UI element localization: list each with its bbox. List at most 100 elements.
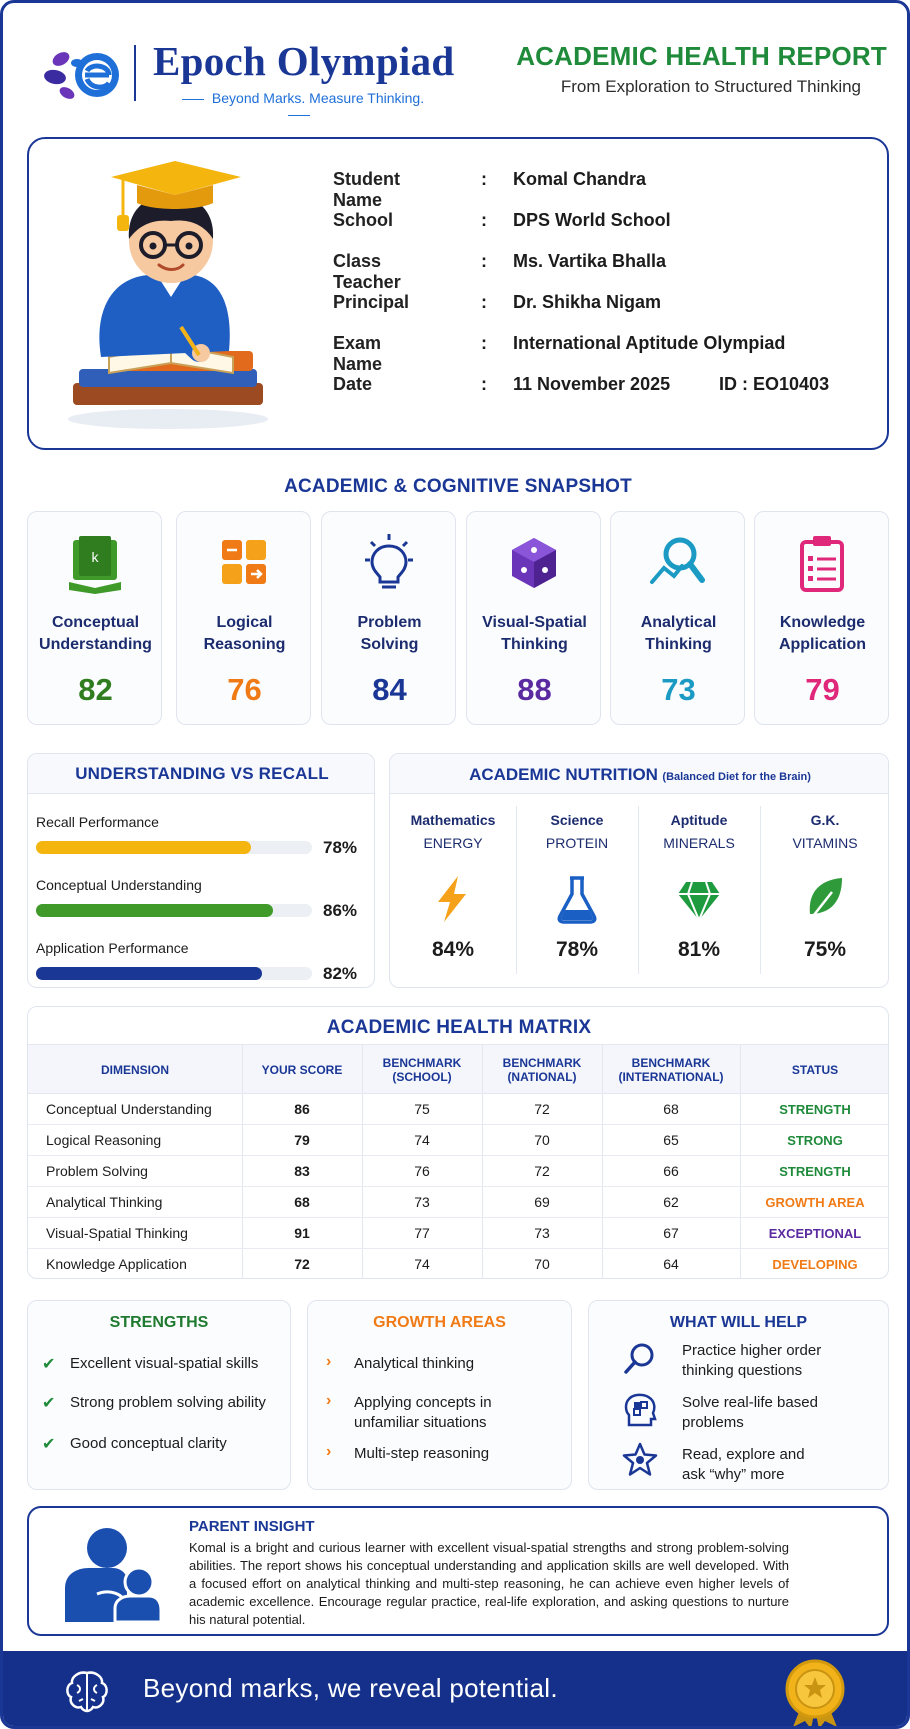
matrix-header-international: BENCHMARK (INTERNATIONAL) bbox=[602, 1045, 740, 1095]
strength-item: Strong problem solving ability bbox=[70, 1394, 266, 1411]
matrix-score-cell: 91 bbox=[294, 1225, 310, 1241]
nutrition-science-nutrient: PROTEIN bbox=[545, 835, 609, 851]
matrix-national-cell: 70 bbox=[534, 1256, 550, 1272]
principal-separator: : bbox=[481, 292, 487, 312]
table-row: Logical Reasoning 79 74 70 65 STRONG bbox=[28, 1125, 888, 1156]
snapshot-label-visual-2: Thinking bbox=[501, 636, 568, 653]
nutrition-gk: G.K. VITAMINS 75% bbox=[764, 794, 886, 982]
matrix-column-divider bbox=[362, 1044, 363, 1278]
matrix-score-cell: 86 bbox=[294, 1101, 310, 1117]
conceptual-bar-label: Conceptual Understanding bbox=[36, 877, 202, 893]
recall-bar-value: 78% bbox=[323, 838, 358, 857]
school-separator: : bbox=[481, 210, 487, 230]
flask-icon bbox=[557, 876, 597, 924]
growth-title: GROWTH AREAS bbox=[373, 1314, 506, 1331]
principal-value: Dr. Shikha Nigam bbox=[513, 292, 662, 312]
help-item-line-2: ask “why” more bbox=[682, 1466, 785, 1483]
footer-text: Beyond marks, we reveal potential. bbox=[143, 1673, 558, 1703]
snapshot-label-knowledge: Knowledge Application bbox=[755, 612, 890, 656]
date-label: Date bbox=[333, 374, 373, 394]
application-bar-track bbox=[36, 967, 312, 980]
diamond-icon bbox=[678, 881, 720, 923]
nutrition-science-subject: Science bbox=[550, 812, 604, 828]
recall-bar-label: Recall Performance bbox=[36, 814, 159, 830]
recall-bar-track bbox=[36, 841, 312, 854]
snapshot-label-conceptual: Conceptual Understanding bbox=[28, 612, 163, 656]
insight-title: PARENT INSIGHT bbox=[189, 1518, 315, 1535]
matrix-dimension-cell: Conceptual Understanding bbox=[46, 1101, 212, 1117]
matrix-header-status: STATUS bbox=[740, 1045, 888, 1095]
check-icon: ✔ bbox=[42, 1436, 56, 1453]
application-bar-value: 82% bbox=[323, 964, 358, 983]
snapshot-label-analytical: Analytical Thinking bbox=[611, 612, 746, 656]
snapshot-score-logical: 76 bbox=[227, 672, 262, 707]
chevron-right-icon: › bbox=[326, 1443, 332, 1460]
matrix-score-cell: 68 bbox=[294, 1194, 310, 1210]
student-name-label: Student Name bbox=[333, 169, 400, 210]
table-row: Knowledge Application 72 74 70 64 DEVELO… bbox=[28, 1249, 888, 1278]
snapshot-label-visual: Visual-Spatial Thinking bbox=[467, 612, 602, 656]
nutrition-subtitle: (Balanced Diet for the Brain) bbox=[662, 771, 811, 783]
matrix-column-divider bbox=[482, 1044, 483, 1278]
matrix-header-school-l2: (SCHOOL) bbox=[392, 1070, 452, 1084]
student-info-card: Student Name : Komal Chandra School : DP… bbox=[27, 137, 889, 450]
student-name-value: Komal Chandra bbox=[513, 169, 647, 189]
snapshot-score-problem: 84 bbox=[372, 672, 407, 707]
matrix-header-international-l1: BENCHMARK bbox=[631, 1056, 711, 1070]
snapshot-label-conceptual-2: Understanding bbox=[39, 636, 152, 653]
chevron-right-icon: › bbox=[326, 1392, 332, 1409]
leaf-icon bbox=[809, 878, 842, 921]
matrix-column-divider bbox=[740, 1044, 741, 1278]
help-item-line-2: problems bbox=[682, 1414, 744, 1431]
matrix-header-score: YOUR SCORE bbox=[242, 1045, 362, 1095]
lightbulb-icon bbox=[365, 534, 413, 589]
academic-nutrition-panel: ACADEMIC NUTRITION (Balanced Diet for th… bbox=[389, 753, 889, 988]
snapshot-label-logical: Logical Reasoning bbox=[177, 612, 312, 656]
recall-title: UNDERSTANDING VS RECALL bbox=[75, 764, 329, 783]
nutrition-panel-header: ACADEMIC NUTRITION (Balanced Diet for th… bbox=[390, 754, 888, 794]
matrix-international-cell: 64 bbox=[663, 1256, 679, 1272]
matrix-column-divider bbox=[242, 1044, 243, 1278]
star-icon bbox=[622, 1442, 658, 1476]
matrix-school-cell: 73 bbox=[414, 1194, 430, 1210]
class-teacher-separator: : bbox=[481, 251, 487, 271]
table-row: Analytical Thinking 68 73 69 62 GROWTH A… bbox=[28, 1187, 888, 1218]
snapshot-label-conceptual-1: Conceptual bbox=[51, 614, 140, 631]
report-subtitle: From Exploration to Structured Thinking bbox=[560, 77, 861, 96]
student-id-value: EO10403 bbox=[753, 374, 830, 394]
nutrition-title-line: ACADEMIC NUTRITION (Balanced Diet for th… bbox=[390, 765, 890, 785]
snapshot-label-analytical-2: Thinking bbox=[645, 636, 712, 653]
matrix-status-cell: STRENGTH bbox=[779, 1102, 851, 1117]
snapshot-card-logical: Logical Reasoning 76 bbox=[176, 511, 311, 725]
matrix-header-national: BENCHMARK (NATIONAL) bbox=[482, 1045, 602, 1095]
matrix-header-dimension-text: DIMENSION bbox=[100, 1063, 169, 1077]
strength-item: Good conceptual clarity bbox=[70, 1435, 227, 1452]
matrix-national-cell: 73 bbox=[534, 1225, 550, 1241]
conceptual-bar-value: 86% bbox=[323, 901, 358, 920]
nutrition-title: ACADEMIC NUTRITION bbox=[469, 765, 658, 784]
help-item: Solve real-life based problems bbox=[682, 1393, 818, 1433]
application-bar-label: Application Performance bbox=[36, 940, 189, 956]
report-header: Epoch Olympiad Beyond Marks. Measure Thi… bbox=[3, 3, 907, 123]
brand-name: Epoch Olympiad bbox=[153, 38, 455, 84]
strengths-title: STRENGTHS bbox=[109, 1314, 209, 1331]
student-name-separator: : bbox=[481, 169, 487, 189]
matrix-title: ACADEMIC HEALTH MATRIX bbox=[326, 1017, 592, 1038]
principal-label: Principal bbox=[333, 292, 410, 312]
nutrition-math-subject: Mathematics bbox=[410, 812, 496, 828]
matrix-column-divider bbox=[602, 1044, 603, 1278]
matrix-header-national-l1: BENCHMARK bbox=[502, 1056, 582, 1070]
puzzle-icon bbox=[222, 540, 266, 584]
matrix-header-row: DIMENSION YOUR SCORE BENCHMARK (SCHOOL) B… bbox=[28, 1044, 888, 1095]
nutrition-divider bbox=[638, 806, 639, 974]
check-icon: ✔ bbox=[42, 1395, 56, 1412]
matrix-header-school-l1: BENCHMARK bbox=[382, 1056, 462, 1070]
growth-item: Multi-step reasoning bbox=[354, 1445, 490, 1462]
nutrition-divider bbox=[516, 806, 517, 974]
snapshot-title: ACADEMIC & COGNITIVE SNAPSHOT bbox=[284, 476, 632, 497]
what-will-help-panel: WHAT WILL HELP Practice higher order thin… bbox=[588, 1300, 889, 1490]
report-title: ACADEMIC HEALTH REPORT bbox=[516, 41, 887, 71]
snapshot-label-problem: Problem Solving bbox=[322, 612, 457, 656]
brand-tagline: Beyond Marks. Measure Thinking. bbox=[163, 90, 435, 122]
